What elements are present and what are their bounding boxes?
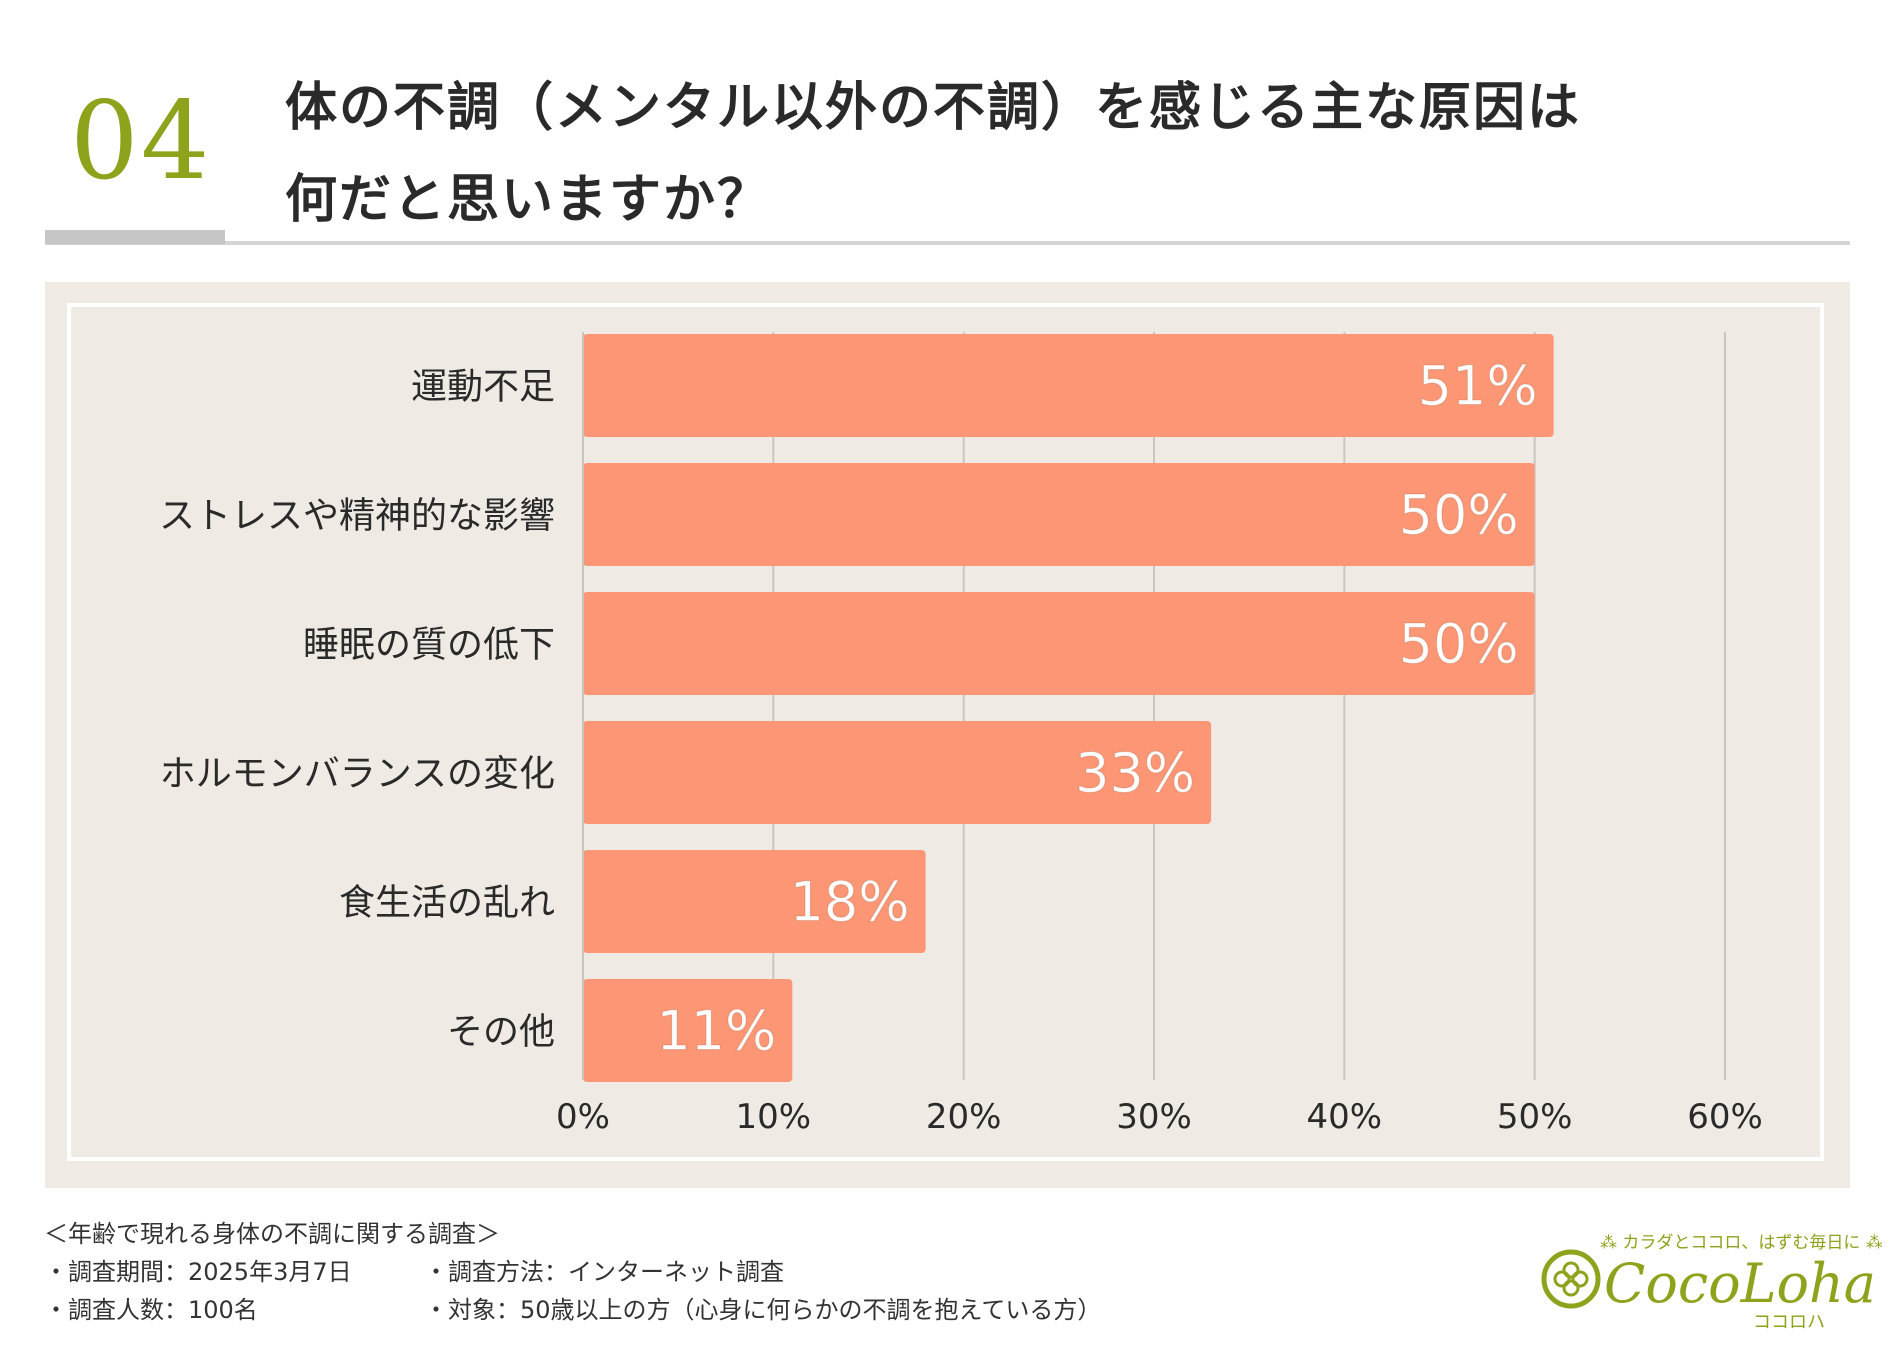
category-label-3: 睡眠の質の低下 <box>303 625 555 666</box>
x-tick-label-20: 20% <box>926 1097 1002 1137</box>
logo-tagline-text: カラダとココロ、はずむ毎日に <box>1622 1233 1861 1253</box>
x-tick-label-0: 0% <box>556 1097 610 1137</box>
category-label-6: その他 <box>447 1012 555 1053</box>
bar-6 <box>583 979 793 1082</box>
survey-title: ＜年齢で現れる身体の不調に関する調査＞ <box>44 1220 500 1248</box>
x-tick-label-50: 50% <box>1497 1097 1573 1137</box>
survey-period: ・調査期間：2025年3月7日 <box>44 1258 352 1286</box>
survey-target: ・対象：50歳以上の方（心身に何らかの不調を抱えている方） <box>424 1296 1102 1324</box>
question-title-line-2: 何だと思いますか？ <box>285 170 772 230</box>
category-label-2: ストレスや精神的な影響 <box>159 496 555 537</box>
data-label-2: 50% <box>1399 484 1519 547</box>
x-tick-label-40: 40% <box>1307 1097 1383 1137</box>
clover-icon <box>1541 1249 1601 1309</box>
survey-method: ・調査方法：インターネット調査 <box>424 1258 784 1286</box>
bar-5 <box>583 850 926 953</box>
x-tick-label-30: 30% <box>1116 1097 1192 1137</box>
x-tick-label-60: 60% <box>1687 1097 1763 1137</box>
question-number: 04 <box>70 79 212 204</box>
logo-name: CocoLoha <box>1604 1252 1876 1315</box>
category-label-5: 食生活の乱れ <box>339 883 555 924</box>
bar-2 <box>583 463 1535 566</box>
question-title: 体の不調（メンタル以外の不調）を感じる主な原因は 何だと思いますか？ <box>285 62 1581 246</box>
question-title-line-1: 体の不調（メンタル以外の不調）を感じる主な原因は <box>285 78 1582 138</box>
logo-tagline: ⁂ カラダとココロ、はずむ毎日に ⁂ <box>1600 1233 1883 1253</box>
data-label-5: 18% <box>790 871 910 934</box>
x-tick-label-10: 10% <box>736 1097 812 1137</box>
data-label-1: 51% <box>1418 355 1538 418</box>
survey-count: ・調査人数：100名 <box>44 1296 258 1324</box>
header-divider <box>45 241 1850 245</box>
category-label-4: ホルモンバランスの変化 <box>160 754 555 795</box>
logo-kana: ココロハ <box>1753 1312 1825 1333</box>
data-label-4: 33% <box>1075 742 1195 805</box>
bar-4 <box>583 721 1212 824</box>
bar-1 <box>583 334 1554 437</box>
cocoloha-logo: ⁂ カラダとココロ、はずむ毎日に ⁂ CocoLoha ココロハ <box>1540 1228 1883 1338</box>
header-accent-bar <box>45 230 225 244</box>
chart-panel: 51% 運動不足 50% ストレスや精神的な影響 50% 睡眠の質の低下 33% ホルモンバラ… <box>45 282 1850 1188</box>
category-label-1: 運動不足 <box>411 367 555 408</box>
data-label-3: 50% <box>1399 613 1519 676</box>
bar-chart: 51% 運動不足 50% ストレスや精神的な影響 50% 睡眠の質の低下 33% ホルモンバラ… <box>159 332 1763 1137</box>
survey-info: ＜年齢で現れる身体の不調に関する調査＞ ・調査期間：2025年3月7日 ・調査方… <box>44 1215 1124 1329</box>
bar-3 <box>583 592 1535 695</box>
data-label-6: 11% <box>656 1000 776 1063</box>
chart-frame <box>67 303 1824 1161</box>
